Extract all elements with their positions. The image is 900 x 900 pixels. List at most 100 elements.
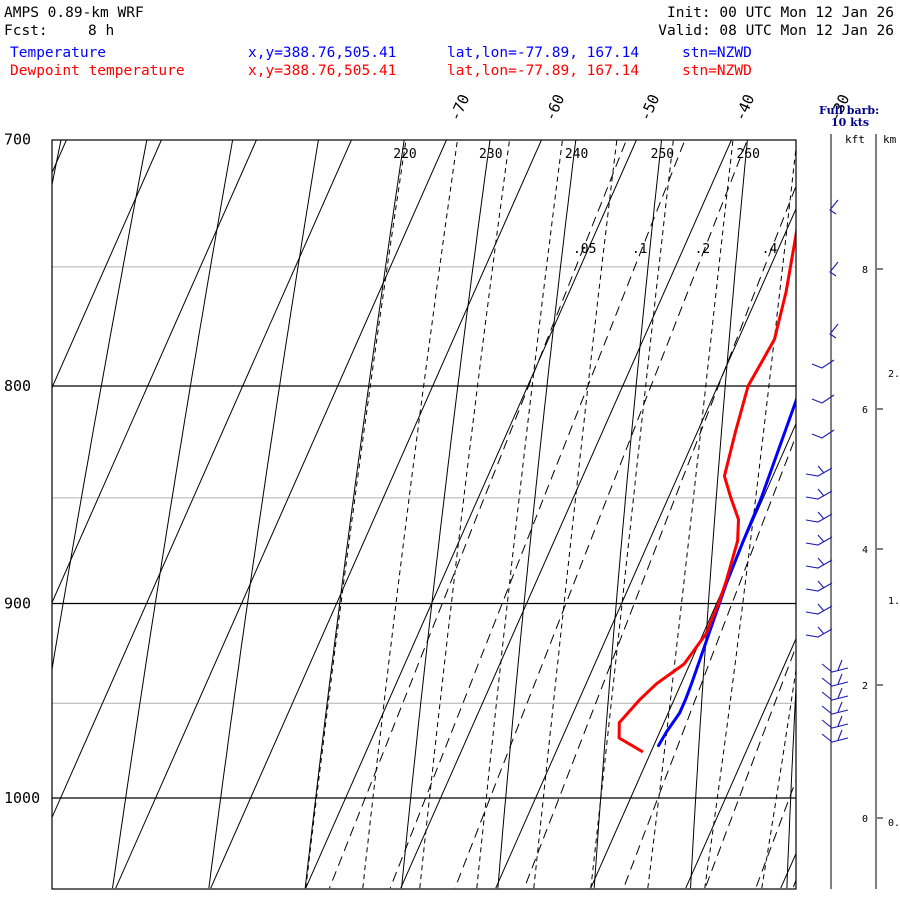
km-value: 2.: [888, 369, 900, 380]
wind-barb-flag: [817, 603, 825, 612]
moist-adiabat: [876, 113, 900, 888]
dry-adiabat: [883, 113, 900, 888]
moist-adiabat: [419, 140, 511, 889]
wind-barb: [821, 705, 849, 715]
dewpoint-profile: [617, 225, 796, 753]
dry-adiabat: [208, 140, 319, 889]
wind-barb: [811, 394, 835, 404]
moist-adiabat: [476, 140, 563, 889]
mixing-ratio-label: .05: [573, 242, 596, 257]
mixing-ratio-line: [329, 140, 627, 889]
isotherm-label: -70: [446, 92, 473, 124]
isotherm: [52, 140, 67, 174]
isotherm: [115, 140, 447, 889]
kft-value: 6: [862, 405, 868, 416]
dry-adiabat-label: 240: [565, 147, 588, 162]
wind-barb-flag: [837, 673, 843, 685]
legend-dewpoint-name: Dewpoint temperature: [10, 63, 185, 79]
legend-dewpoint-latlon: lat,lon=-77.89, 167.14: [447, 63, 640, 79]
dry-adiabat: [497, 140, 577, 889]
mixing-ratio-line: [523, 184, 796, 889]
isotherm-label: -50: [636, 92, 663, 124]
kft-label: kft: [845, 133, 865, 146]
isotherm: [400, 140, 732, 889]
moist-adiabat: [533, 140, 618, 889]
wind-barb: [829, 261, 839, 277]
dry-adiabat: [593, 140, 663, 889]
km-value: 0.: [888, 818, 900, 829]
pressure-label: 800: [4, 377, 31, 395]
isotherm: [495, 207, 796, 889]
moist-adiabat: [305, 140, 407, 889]
wind-barb-flag: [837, 701, 843, 713]
mixing-ratio-line: [454, 140, 748, 889]
wind-barb-flag: [817, 557, 825, 566]
mixing-ratio-label: .4: [762, 242, 778, 257]
wind-barb: [805, 582, 833, 592]
mixing-ratio-line: [704, 645, 796, 889]
plot-frame: [51, 139, 797, 890]
wind-barb-flag: [837, 659, 843, 671]
wind-barb-flag: [817, 488, 825, 497]
dry-adiabat: [304, 140, 405, 889]
isotherm: [590, 422, 796, 889]
dry-adiabat: [112, 140, 234, 889]
legend-temperature-latlon: lat,lon=-77.89, 167.14: [447, 45, 640, 61]
wind-barb: [805, 513, 833, 523]
wind-barb: [811, 359, 835, 369]
isotherm: [876, 113, 900, 888]
model-title: AMPS 0.89-km WRF: [4, 5, 144, 21]
dry-adiabat: [690, 140, 748, 889]
wind-barb: [821, 719, 849, 729]
kft-value: 8: [862, 265, 868, 276]
wind-barb: [805, 490, 833, 500]
moist-adiabat: [704, 143, 796, 889]
init-time: Init: 00 UTC Mon 12 Jan 26: [667, 5, 894, 21]
plot-area: .05.1.2.41234622023024025026027028029030…: [52, 113, 900, 889]
barb-note-line1: Full barb:: [819, 104, 879, 117]
wind-barb-flag: [817, 580, 825, 589]
wind-barb-flag: [817, 534, 825, 543]
mixing-ratio-line: [792, 878, 796, 889]
dry-adiabat: [52, 140, 62, 188]
wind-barb-flag: [837, 715, 843, 727]
pressure-label: 900: [4, 594, 31, 612]
wind-barb-flag: [837, 729, 843, 741]
forecast-value: 8 h: [88, 23, 115, 39]
kft-value: 2: [862, 681, 868, 692]
wind-barb-flag: [817, 511, 825, 520]
dry-adiabat: [786, 677, 796, 889]
wind-barb: [805, 536, 833, 546]
forecast-label: Fcst:: [4, 23, 48, 39]
wind-barb-flag: [837, 687, 843, 699]
dry-adiabat-label: 270: [822, 147, 845, 162]
moist-adiabat: [761, 666, 796, 889]
wind-barb-flag: [817, 626, 825, 635]
isotherm: [780, 852, 796, 889]
mixing-ratio-label: 1: [858, 242, 866, 257]
wind-barb: [805, 605, 833, 615]
dry-adiabat: [401, 140, 491, 889]
dry-adiabat-label: 260: [736, 147, 759, 162]
isotherm-label: -40: [731, 92, 758, 124]
moist-adiabat: [647, 140, 734, 889]
pressure-label: 1000: [4, 789, 40, 807]
isotherm: [52, 140, 352, 819]
wind-barb: [821, 691, 849, 701]
isotherm: [685, 637, 796, 889]
wind-barb: [829, 199, 839, 215]
wind-barbs: [805, 199, 849, 743]
isotherm-label: -60: [541, 92, 568, 124]
wind-barb: [821, 663, 849, 673]
dry-adiabat-label: 220: [393, 147, 416, 162]
wind-barb: [805, 559, 833, 569]
legend-temperature-station: stn=NZWD: [682, 45, 752, 61]
wind-barb-flag: [817, 465, 825, 474]
wind-barb: [821, 677, 849, 687]
dry-adiabat-label: 230: [479, 147, 502, 162]
mixing-ratio-label: .2: [695, 242, 711, 257]
legend-dewpoint-xy: x,y=388.76,505.41: [248, 63, 397, 79]
kft-value: 4: [862, 545, 868, 556]
mixing-ratio-line: [623, 434, 796, 889]
